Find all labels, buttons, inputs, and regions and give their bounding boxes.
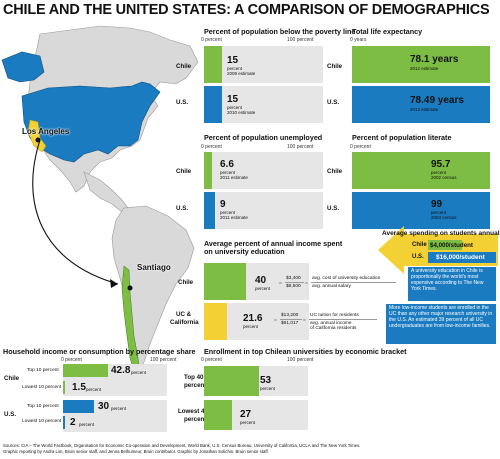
connection-arrow bbox=[32, 139, 119, 285]
household-chile-top-bar bbox=[63, 364, 108, 377]
enrollment-heading: Enrollment in top Chilean universities b… bbox=[204, 347, 407, 356]
poverty-us-bar bbox=[204, 86, 222, 123]
unemployed-chile-track bbox=[204, 152, 323, 189]
income-chile-bar bbox=[204, 263, 246, 300]
united-states-shape bbox=[21, 81, 161, 163]
household-us-low-bar bbox=[63, 416, 66, 429]
literate-chile-bar bbox=[352, 152, 490, 189]
income-uc-bar bbox=[204, 303, 227, 340]
poverty-chile-track bbox=[204, 46, 323, 83]
unemployed-heading: Percent of population unemployed bbox=[204, 133, 323, 142]
unemployed-us-bar bbox=[204, 192, 215, 229]
spending-us-bar bbox=[428, 252, 496, 263]
unemployed-us-track bbox=[204, 192, 323, 229]
unemployed-chile-bar bbox=[204, 152, 212, 189]
page-title: CHILE AND THE UNITED STATES: A COMPARISO… bbox=[3, 2, 490, 18]
americas-map bbox=[1, 25, 199, 373]
household-us-top-bar bbox=[63, 400, 95, 413]
arrow-head-icon bbox=[110, 279, 118, 288]
enrollment-top-bar bbox=[204, 366, 260, 396]
household-heading: Household income or consumption by perce… bbox=[3, 347, 196, 356]
credits-line: Graphic reporting by Andra Lim, Bruin se… bbox=[3, 449, 269, 454]
household-chile-low-bar bbox=[63, 381, 65, 394]
sources-line: Sources: CIA – The World Factbook, Organ… bbox=[3, 443, 361, 448]
income-edu-heading-1: Average percent of annual income spent bbox=[204, 239, 343, 248]
alaska-shape bbox=[1, 51, 45, 83]
spending-chile-bar bbox=[428, 240, 462, 250]
note-chile-cost: A university education in Chile is propo… bbox=[408, 267, 496, 301]
life-chile-bar bbox=[352, 46, 490, 83]
income-edu-heading-2: on university education bbox=[204, 247, 285, 256]
california-shape bbox=[27, 119, 47, 153]
note-uc-low-income: More low-income students are enrolled in… bbox=[386, 304, 496, 344]
los-angeles-label: Los Angeles bbox=[22, 127, 70, 136]
santiago-label: Santiago bbox=[137, 263, 171, 272]
central-america-shape bbox=[83, 171, 129, 213]
santiago-marker bbox=[127, 285, 133, 291]
poverty-us-track bbox=[204, 86, 323, 123]
literate-us-bar bbox=[352, 192, 490, 229]
spending-heading: Average spending on students annually bbox=[382, 230, 500, 237]
life-us-bar bbox=[352, 86, 490, 123]
poverty-heading: Percent of population below the poverty … bbox=[204, 27, 356, 36]
literate-heading: Percent of population literate bbox=[352, 133, 452, 142]
life-heading: Total life expectancy bbox=[352, 27, 423, 36]
los-angeles-marker bbox=[35, 137, 41, 143]
poverty-chile-bar bbox=[204, 46, 222, 83]
enrollment-low-bar bbox=[204, 400, 233, 430]
